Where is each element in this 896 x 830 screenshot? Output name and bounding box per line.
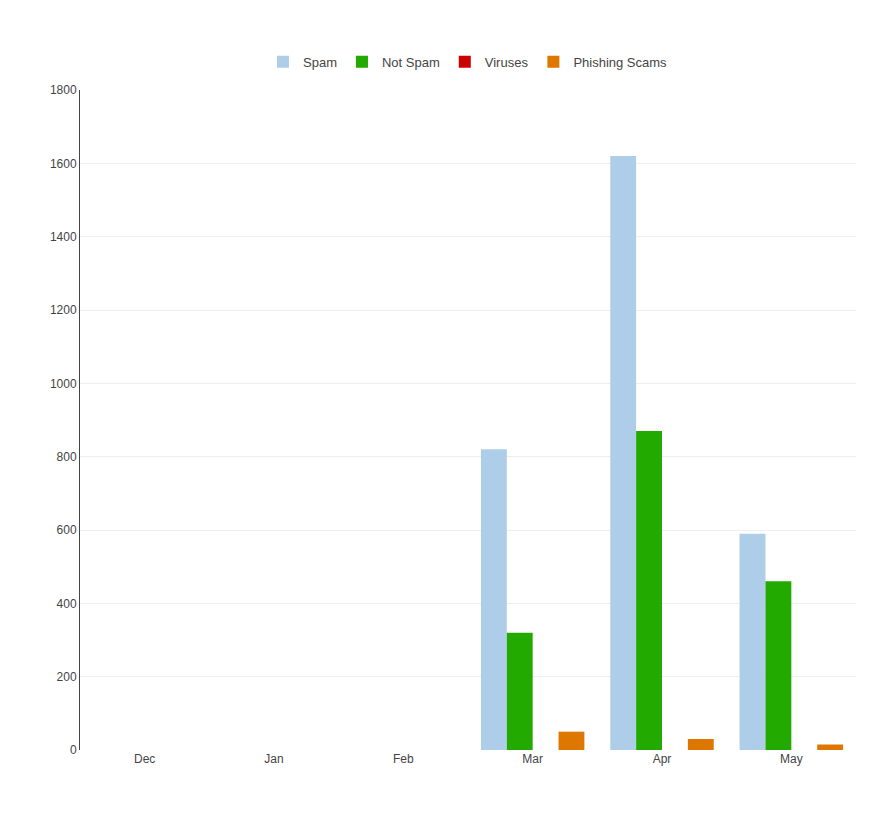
svg-text:Dec: Dec bbox=[134, 752, 155, 766]
svg-text:200: 200 bbox=[57, 670, 77, 684]
svg-text:800: 800 bbox=[57, 450, 77, 464]
svg-text:Viruses: Viruses bbox=[485, 55, 529, 70]
svg-text:1600: 1600 bbox=[50, 157, 77, 171]
svg-text:Mar: Mar bbox=[522, 752, 543, 766]
svg-text:1400: 1400 bbox=[50, 230, 77, 244]
svg-text:1200: 1200 bbox=[50, 303, 77, 317]
svg-text:Not Spam: Not Spam bbox=[382, 55, 440, 70]
svg-text:May: May bbox=[780, 752, 803, 766]
svg-text:0: 0 bbox=[70, 743, 77, 757]
svg-text:Jan: Jan bbox=[264, 752, 283, 766]
svg-text:1800: 1800 bbox=[50, 83, 77, 97]
svg-text:1000: 1000 bbox=[50, 377, 77, 391]
svg-text:Feb: Feb bbox=[393, 752, 414, 766]
svg-text:Spam: Spam bbox=[303, 55, 337, 70]
svg-text:Apr: Apr bbox=[653, 752, 672, 766]
svg-text:600: 600 bbox=[57, 523, 77, 537]
svg-text:400: 400 bbox=[57, 597, 77, 611]
svg-text:Phishing Scams: Phishing Scams bbox=[573, 55, 667, 70]
